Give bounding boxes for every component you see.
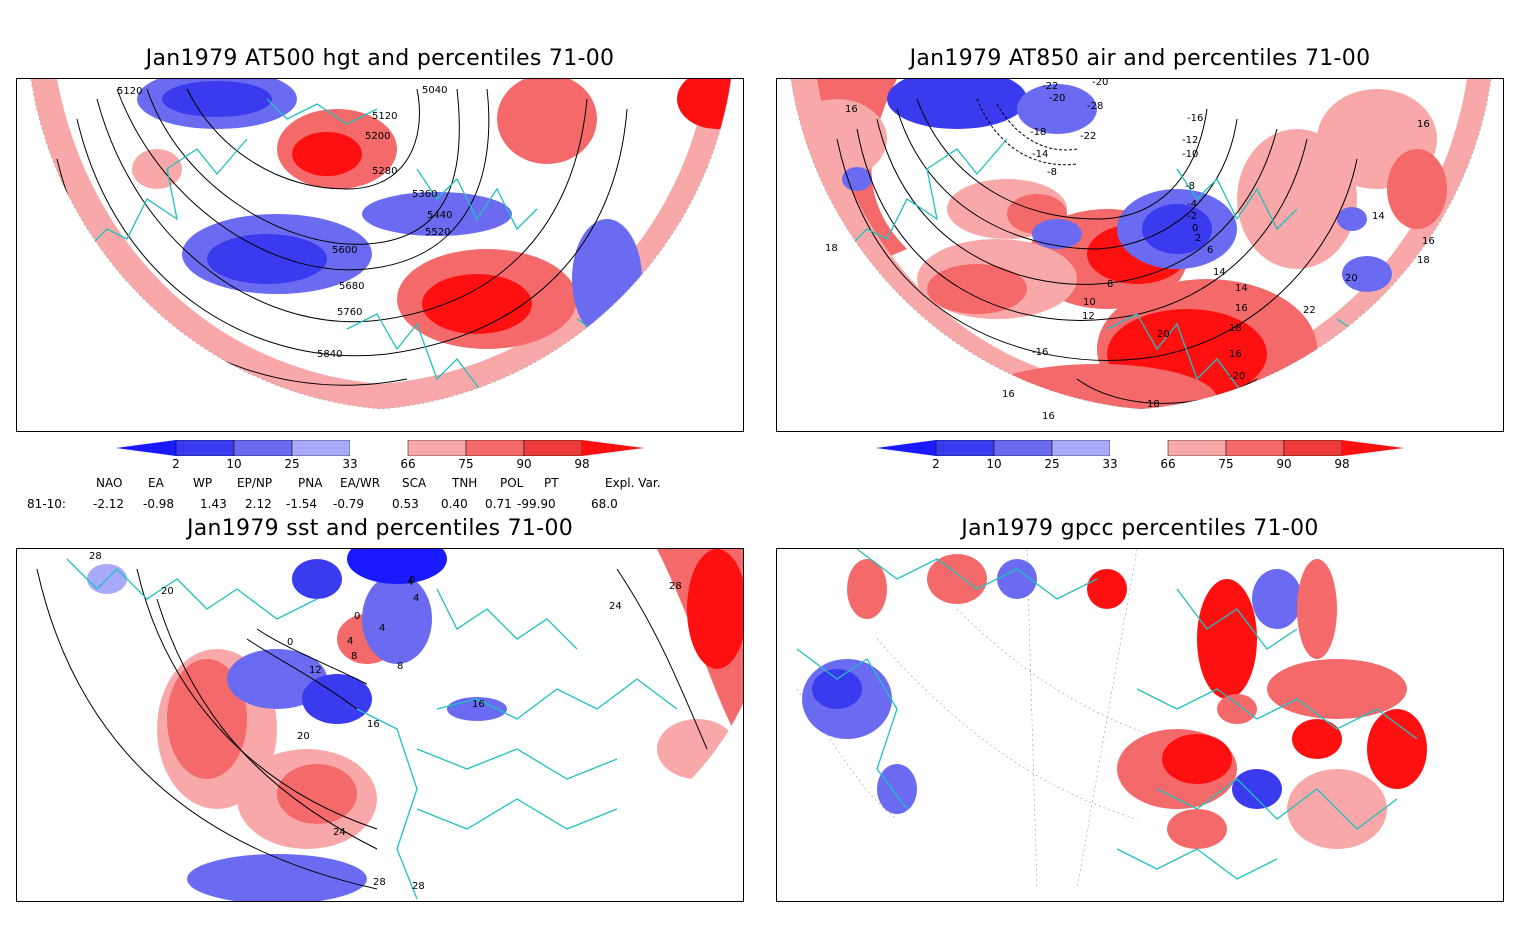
svg-text:14: 14 (1372, 211, 1385, 222)
map-sst: 28 20 0 4 8 12 16 20 24 28 28 0 4 4 8 16… (16, 548, 744, 902)
svg-text:-22: -22 (1080, 131, 1096, 142)
svg-text:28: 28 (412, 881, 425, 892)
svg-text:18: 18 (1147, 399, 1160, 410)
panel-title-hgt: Jan1979 AT500 hgt and percentiles 71-00 (145, 46, 615, 71)
svg-text:-10: -10 (1182, 149, 1198, 160)
svg-text:16: 16 (1229, 349, 1242, 360)
svg-text:28: 28 (89, 551, 102, 562)
hgt-label-5280: 5280 (372, 166, 397, 177)
svg-text:16: 16 (367, 719, 380, 730)
svg-text:20: 20 (1345, 273, 1358, 284)
svg-text:-18: -18 (1030, 127, 1046, 138)
svg-text:8: 8 (351, 651, 357, 662)
svg-text:24: 24 (609, 601, 622, 612)
svg-text:-12: -12 (1182, 135, 1198, 146)
svg-text:4: 4 (347, 636, 353, 647)
svg-text:14: 14 (1213, 267, 1226, 278)
svg-text:-20: -20 (1092, 79, 1108, 88)
svg-text:16: 16 (1002, 389, 1015, 400)
hgt-label-5200: 5200 (365, 131, 390, 142)
colorbar-hgt: 2 10 25 33 66 75 90 98 (116, 439, 644, 476)
svg-text:18: 18 (1417, 255, 1430, 266)
svg-text:16: 16 (1417, 119, 1430, 130)
hgt-label-5520: 5520 (425, 227, 450, 238)
svg-text:-20: -20 (1229, 371, 1245, 382)
hgt-label-5840: 5840 (317, 349, 342, 360)
svg-text:-8: -8 (1047, 167, 1057, 178)
panel-title-air: Jan1979 AT850 air and percentiles 71-00 (909, 46, 1371, 71)
svg-text:-14: -14 (1032, 149, 1048, 160)
svg-text:8: 8 (1107, 279, 1113, 290)
map-gpcc (776, 548, 1504, 902)
svg-text:20: 20 (161, 586, 174, 597)
map-air-svg: 16 -22 -20 -20 -28 -22 -18 -16 -14 -12 -… (790, 79, 1492, 422)
hgt-label-5040: 5040 (422, 85, 447, 96)
svg-text:12: 12 (309, 665, 322, 676)
svg-text:-2: -2 (1187, 211, 1197, 222)
svg-text:22: 22 (1303, 305, 1316, 316)
svg-text:16: 16 (1042, 411, 1055, 422)
hgt-label-5360: 5360 (412, 189, 437, 200)
svg-text:16: 16 (1235, 303, 1248, 314)
hgt-label-5120b: 5120 (372, 111, 397, 122)
svg-text:10: 10 (1083, 297, 1096, 308)
svg-text:20: 20 (1157, 329, 1170, 340)
svg-text:2: 2 (1195, 233, 1201, 244)
svg-text:4: 4 (407, 577, 413, 588)
svg-text:-22: -22 (1042, 81, 1058, 92)
cbar-seg-below-2 (116, 440, 176, 456)
hgt-label-5440: 5440 (427, 210, 452, 221)
map-hgt-svg: 5120 5040 5120 5200 5280 5360 5440 5520 … (30, 79, 732, 410)
svg-text:14: 14 (1235, 283, 1248, 294)
hgt-label-5680: 5680 (339, 281, 364, 292)
hgt-contour-labels: 5120 5040 5120 5200 5280 5360 5440 5520 … (117, 85, 452, 360)
svg-text:4: 4 (379, 623, 385, 634)
svg-text:-28: -28 (1087, 101, 1103, 112)
sst-contour-labels: 28 20 0 4 8 12 16 20 24 28 28 0 4 4 8 16… (89, 551, 682, 892)
svg-text:-8: -8 (1185, 181, 1195, 192)
svg-text:18: 18 (825, 243, 838, 254)
svg-text:24: 24 (333, 827, 346, 838)
colorbar-hgt-svg (116, 439, 644, 457)
map-hgt: 5120 5040 5120 5200 5280 5360 5440 5520 … (16, 78, 744, 432)
index-headers: NAO EA WP EP/NP PNA EA/WR SCA TNH POL PT… (96, 476, 661, 490)
svg-text:20: 20 (297, 731, 310, 742)
svg-text:-4: -4 (1187, 199, 1197, 210)
svg-text:0: 0 (287, 637, 293, 648)
panel-title-gpcc: Jan1979 gpcc percentiles 71-00 (961, 516, 1319, 541)
index-values: 81-10: -2.12 -0.98 1.43 2.12 -1.54 -0.79… (27, 497, 618, 511)
colorbar-air: 2 10 25 33 66 75 90 98 (876, 439, 1404, 476)
panel-title-sst: Jan1979 sst and percentiles 71-00 (186, 516, 574, 541)
svg-text:16: 16 (472, 699, 485, 710)
svg-text:16: 16 (1422, 236, 1435, 247)
map-air: 16 -22 -20 -20 -28 -22 -18 -16 -14 -12 -… (776, 78, 1504, 432)
svg-text:16: 16 (845, 104, 858, 115)
svg-text:-16: -16 (1187, 113, 1203, 124)
svg-text:28: 28 (373, 877, 386, 888)
svg-text:4: 4 (413, 593, 419, 604)
svg-text:6: 6 (1207, 245, 1213, 256)
svg-text:-16: -16 (1032, 347, 1048, 358)
air-contour-labels: 16 -22 -20 -20 -28 -22 -18 -16 -14 -12 -… (825, 79, 1435, 422)
hgt-label-5600: 5600 (332, 245, 357, 256)
svg-text:12: 12 (1082, 311, 1095, 322)
svg-text:8: 8 (397, 661, 403, 672)
svg-text:18: 18 (1229, 323, 1242, 334)
hgt-label-5760: 5760 (337, 307, 362, 318)
svg-text:0: 0 (409, 575, 415, 586)
svg-text:28: 28 (669, 581, 682, 592)
hgt-label-5120a: 5120 (117, 86, 142, 97)
svg-text:-20: -20 (1049, 93, 1065, 104)
svg-text:0: 0 (354, 611, 360, 622)
svg-text:0: 0 (1192, 223, 1198, 234)
